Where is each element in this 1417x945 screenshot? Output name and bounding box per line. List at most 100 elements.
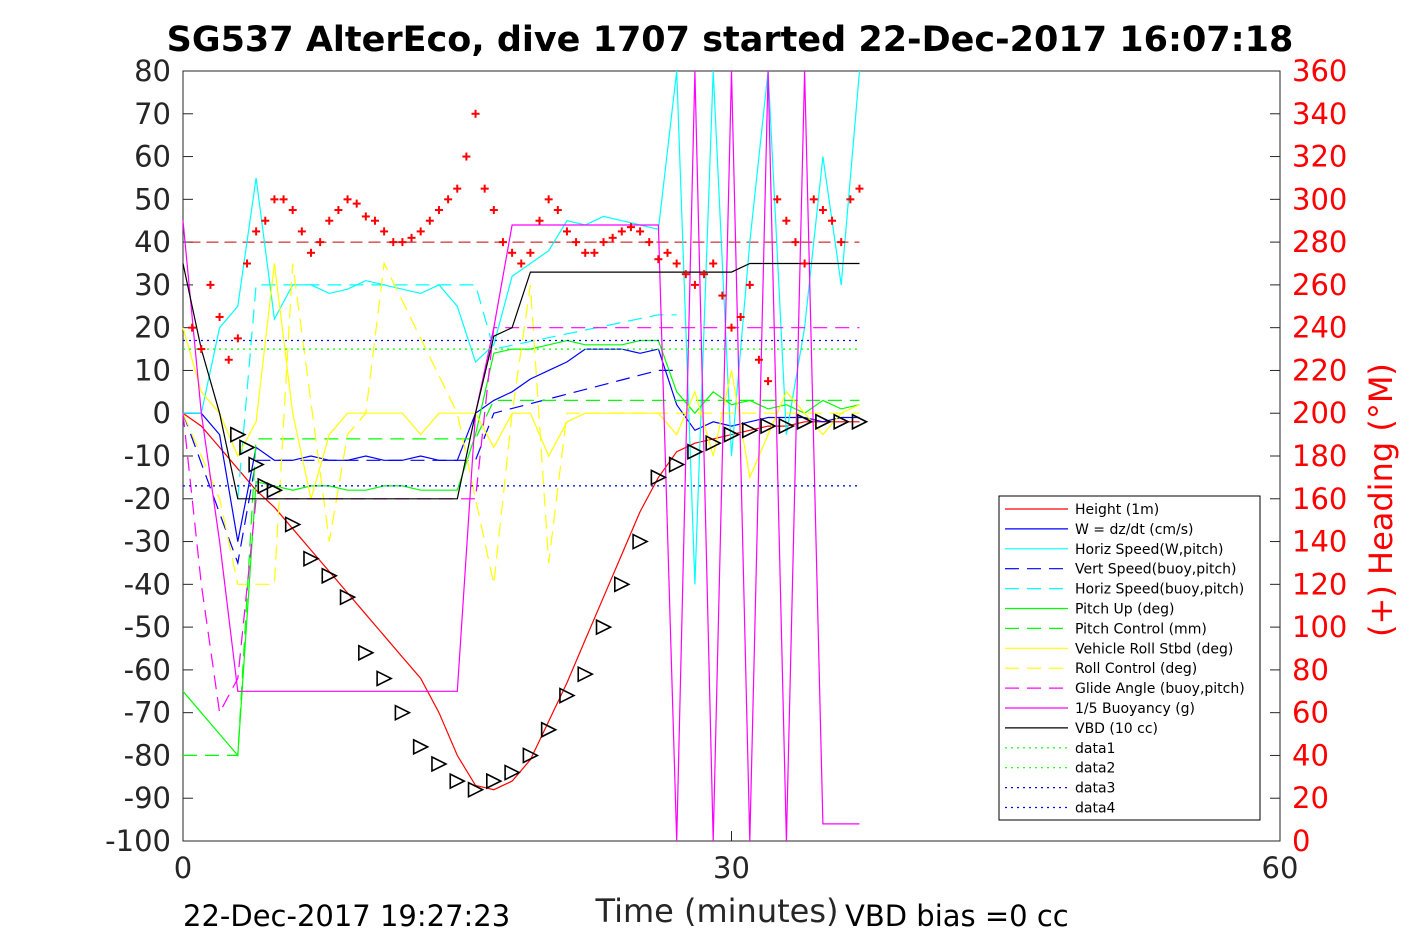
heading-point <box>361 212 370 221</box>
legend-box <box>998 495 1261 821</box>
y-tick-label-left: -90 <box>124 781 171 815</box>
footer-timestamp: 22-Dec-2017 19:27:23 <box>183 899 510 933</box>
triangle-marker <box>577 665 595 683</box>
triangle-marker <box>303 550 320 567</box>
heading-point <box>745 280 754 289</box>
triangle-marker <box>431 755 448 773</box>
heading-point <box>288 206 297 215</box>
y-tick-label-right: 280 <box>1292 225 1347 259</box>
heading-point <box>800 259 809 268</box>
series-line-3 <box>182 369 677 566</box>
y-tick-label-left: -60 <box>124 653 171 687</box>
triangle-marker <box>284 516 302 533</box>
heading-point <box>626 223 635 232</box>
heading-point <box>837 238 846 247</box>
legend-label: data1 <box>1075 741 1115 757</box>
y-tick-label-left: 60 <box>134 140 171 174</box>
heading-point <box>233 334 242 343</box>
triangle-marker <box>248 456 265 473</box>
triangle-markers <box>230 413 869 798</box>
chart-title: SG537 AlterEco, dive 1707 started 22-Dec… <box>167 20 1294 60</box>
y-tick-label-left: -80 <box>124 738 171 772</box>
y-tick-label-left: -30 <box>124 525 171 559</box>
heading-point <box>407 233 416 242</box>
heading-point <box>480 184 489 193</box>
triangle-marker <box>257 477 275 495</box>
y-tick-label-right: 320 <box>1292 140 1347 174</box>
triangle-marker <box>449 772 467 790</box>
triangle-marker <box>650 469 668 486</box>
y-tick-label-right: 120 <box>1292 567 1347 601</box>
heading-point <box>197 345 206 354</box>
triangle-marker <box>815 413 832 431</box>
triangle-marker <box>412 738 430 756</box>
legend-label: VBD (10 cc) <box>1075 721 1158 737</box>
legend-label: Vert Speed(buoy,pitch) <box>1075 562 1237 578</box>
series-line-7 <box>182 263 860 499</box>
heading-point <box>444 195 453 204</box>
heading-point <box>517 259 526 268</box>
heading-point <box>453 184 462 193</box>
heading-point <box>489 206 498 215</box>
y-tick-label-left: 30 <box>134 268 171 302</box>
y-tick-label-right: 220 <box>1292 353 1347 387</box>
y-tick-label-left: 40 <box>134 225 171 259</box>
heading-point <box>809 195 818 204</box>
triangle-marker <box>522 747 540 764</box>
heading-point <box>818 206 827 215</box>
heading-point <box>206 280 215 289</box>
heading-point <box>754 355 763 364</box>
y-tick-label-right: 200 <box>1292 396 1347 430</box>
heading-point <box>215 312 224 321</box>
heading-point <box>544 195 553 204</box>
legend-label: Horiz Speed(W,pitch) <box>1075 542 1223 558</box>
legend-label: Horiz Speed(buoy,pitch) <box>1075 582 1244 598</box>
heading-point <box>279 195 288 204</box>
heading-point <box>709 259 718 268</box>
triangle-marker <box>266 481 284 499</box>
heading-point <box>764 377 773 386</box>
legend-label: data2 <box>1075 761 1115 777</box>
y-tick-label-left: 70 <box>134 97 171 131</box>
x-tick-label: 0 <box>174 851 192 885</box>
y-tick-label-right: 0 <box>1292 824 1310 858</box>
heading-point <box>370 216 379 225</box>
triangle-marker <box>632 533 649 550</box>
heading-point <box>617 227 626 236</box>
y-tick-label-left: 20 <box>134 311 171 345</box>
series-layer <box>182 70 861 842</box>
heading-point <box>242 259 251 268</box>
y-tick-label-left: -70 <box>124 696 171 730</box>
footer-vbd-bias: VBD bias =0 cc <box>845 899 1069 933</box>
triangle-marker <box>613 576 631 593</box>
heading-point <box>389 238 398 247</box>
heading-point <box>727 323 736 332</box>
heading-point <box>636 227 645 236</box>
triangle-marker <box>504 764 521 781</box>
heading-point <box>535 216 544 225</box>
heading-point <box>572 238 581 247</box>
heading-point <box>352 199 361 208</box>
triangle-marker <box>540 721 558 739</box>
series-line-1 <box>183 348 860 542</box>
triangle-marker <box>321 567 339 585</box>
heading-point <box>828 216 837 225</box>
heading-point <box>599 238 608 247</box>
legend-label: W = dz/dt (cm/s) <box>1075 522 1194 538</box>
legend-label: data4 <box>1075 801 1116 817</box>
legend-label: Glide Angle (buoy,pitch) <box>1075 681 1245 697</box>
series-line-11 <box>182 262 860 500</box>
heading-point <box>590 248 599 257</box>
heading-point <box>316 238 325 247</box>
heading-point <box>681 270 690 279</box>
series-line-8 <box>182 261 860 585</box>
x-tick-label: 60 <box>1262 851 1299 885</box>
series-line-0 <box>182 412 860 791</box>
y-tick-label-right: 40 <box>1292 738 1329 772</box>
x-axis-label: Time (minutes) <box>595 892 839 930</box>
heading-point <box>334 206 343 215</box>
heading-point <box>690 280 699 289</box>
heading-point <box>270 195 279 204</box>
triangle-marker <box>833 413 850 431</box>
heading-point <box>398 238 407 247</box>
